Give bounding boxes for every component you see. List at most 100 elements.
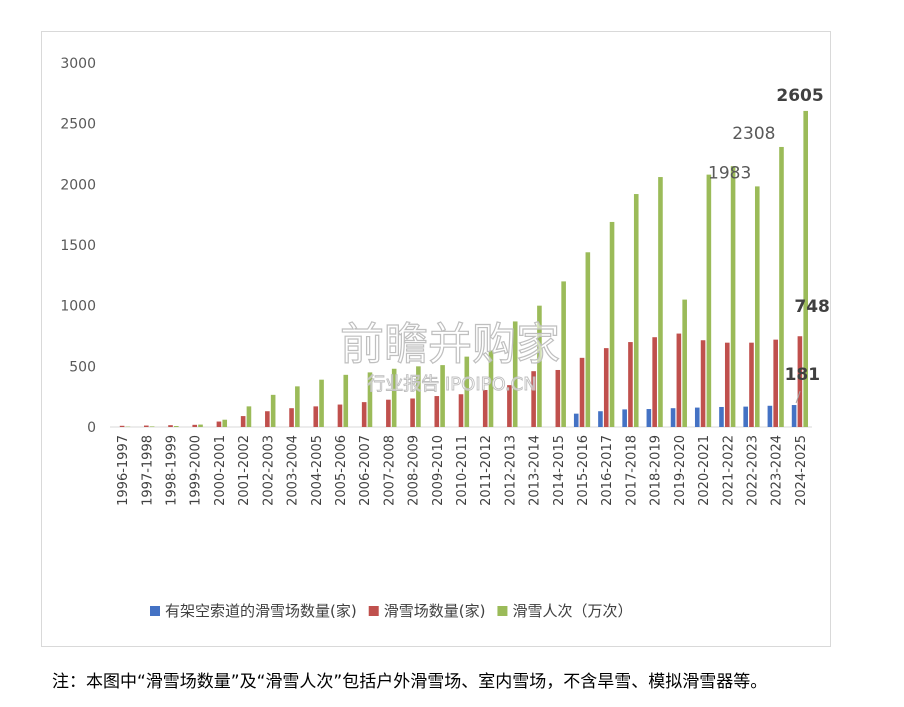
bar-resorts	[749, 342, 754, 427]
x-tick-label: 2005-2006	[334, 435, 349, 506]
y-tick-label: 2500	[60, 117, 96, 133]
x-tick-label: 2020-2021	[697, 435, 712, 506]
x-tick-label: 2006-2007	[358, 435, 373, 506]
x-tick-label: 1999-2000	[189, 435, 204, 506]
bar-visits	[488, 350, 494, 427]
label-leader-line	[795, 390, 801, 404]
legend-label: 滑雪人次（万次）	[512, 602, 632, 620]
x-tick-label: 2024-2025	[794, 435, 809, 506]
bar-cableway	[719, 406, 724, 427]
legend-swatch	[150, 606, 160, 616]
x-tick-label: 2023-2024	[770, 435, 785, 506]
bar-resorts	[240, 416, 246, 427]
watermark-subtitle: 行业报告 IPOIPO.CN	[367, 374, 536, 395]
bar-visits	[319, 379, 324, 427]
chart-frame: 0 500 1000 1500 2000 2500 3000 1996-1997 1997-19…	[41, 31, 831, 647]
bar-visits	[222, 419, 228, 427]
bar-cableway	[767, 405, 773, 427]
bar-resorts	[628, 342, 633, 427]
legend-label: 滑雪场数量(家)	[384, 602, 486, 620]
footnote: 注：本图中“滑雪场数量”及“滑雪人次”包括户外滑雪场、室内雪场，不含旱雪、模拟滑…	[52, 672, 768, 692]
bar-resorts	[265, 411, 270, 427]
x-tick-label: 2002-2003	[261, 435, 276, 506]
bar-visits	[149, 426, 155, 427]
bar-visits	[512, 321, 518, 427]
bar-resorts	[410, 398, 415, 427]
x-tick-label: 2003-2004	[286, 435, 301, 506]
x-tick-label: 2015-2016	[576, 435, 591, 506]
bar-visits	[464, 356, 470, 427]
bar-visits	[295, 386, 300, 427]
bar-cableway	[573, 413, 579, 427]
bar-resorts	[652, 337, 657, 427]
x-tick-label: 2004-2005	[310, 435, 325, 506]
bar-resorts	[144, 425, 149, 427]
x-tick-label: 2007-2008	[382, 435, 397, 506]
bar-resorts	[192, 424, 198, 427]
bar-resorts	[168, 425, 173, 427]
bar-resorts	[361, 402, 367, 427]
x-tick-label: 2017-2018	[624, 435, 639, 506]
bar-visits	[706, 174, 712, 427]
bar-visits	[391, 368, 397, 427]
bar-resorts	[555, 369, 561, 427]
bar-cableway	[622, 409, 627, 427]
bar-resorts	[773, 339, 778, 427]
y-tick-label: 500	[69, 359, 96, 375]
bar-resorts	[386, 399, 391, 427]
data-label: 1983	[708, 163, 751, 183]
x-tick-label: 2016-2017	[600, 435, 615, 506]
bar-visits	[658, 177, 663, 427]
x-tick-label: 2011-2012	[479, 435, 494, 506]
bar-visits	[537, 305, 542, 427]
bar-visits	[367, 372, 373, 427]
data-label: 748	[794, 297, 830, 317]
bar-resorts	[797, 336, 803, 427]
x-tick-label: 2013-2014	[528, 435, 543, 506]
bar-resorts	[724, 342, 730, 427]
data-label: 2605	[776, 86, 823, 106]
bar-cableway	[646, 409, 652, 427]
bar-resorts	[603, 348, 609, 427]
data-label: 2308	[732, 124, 775, 144]
x-tick-label: 2014-2015	[552, 435, 567, 506]
bar-visits	[198, 424, 203, 427]
bar-visits	[754, 186, 760, 427]
bar-resorts	[119, 425, 125, 427]
y-tick-label: 1500	[60, 238, 96, 254]
x-tick-label: 2008-2009	[407, 435, 422, 506]
bar-visits	[779, 146, 784, 427]
bar-visits	[343, 374, 349, 427]
y-tick-label: 0	[87, 420, 96, 436]
chart-canvas: 0 500 1000 1500 2000 2500 3000 1996-1997 1997-19…	[60, 56, 830, 620]
bar-resorts	[579, 357, 585, 427]
bar-resorts	[289, 408, 294, 427]
legend-swatch	[497, 606, 508, 616]
watermark-brand: 前瞻并购家	[340, 319, 560, 370]
y-tick-label: 3000	[60, 56, 96, 72]
bar-resorts	[313, 406, 319, 427]
data-label: 181	[785, 365, 821, 385]
y-tick-label: 1000	[60, 299, 96, 315]
bar-resorts	[337, 404, 343, 427]
x-tick-label: 2012-2013	[503, 435, 518, 506]
bar-visits	[585, 252, 591, 427]
bar-visits	[633, 194, 639, 427]
bar-visits	[270, 394, 276, 427]
bar-resorts	[458, 394, 464, 427]
x-tick-label: 2019-2020	[673, 435, 688, 506]
x-tick-label: 2001-2002	[237, 435, 252, 506]
x-tick-label: 2000-2001	[213, 435, 228, 506]
x-tick-label: 2021-2022	[721, 435, 736, 506]
bar-visits	[609, 221, 615, 427]
bar-visits	[440, 365, 445, 427]
bar-resorts	[482, 389, 488, 427]
bar-visits	[246, 406, 252, 427]
bar-visits	[416, 366, 421, 427]
bar-visits	[730, 166, 736, 427]
bar-resorts	[507, 385, 512, 427]
x-tick-label: 2018-2019	[649, 435, 664, 506]
bar-cableway	[598, 411, 603, 427]
bar-resorts	[700, 340, 706, 427]
bar-visits	[682, 299, 687, 427]
